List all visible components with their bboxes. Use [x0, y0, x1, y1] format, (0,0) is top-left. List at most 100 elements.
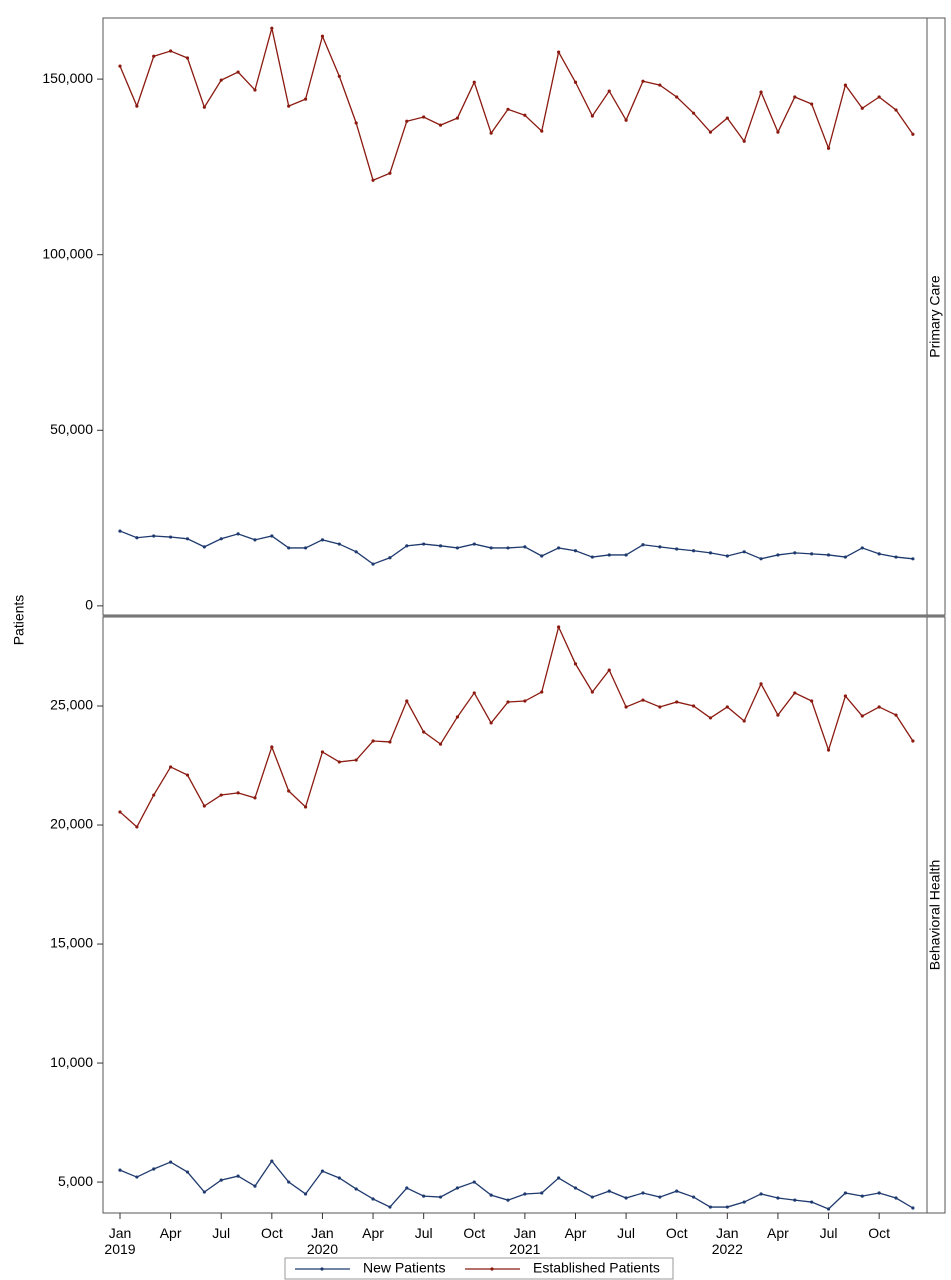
plot-frame: [102, 17, 928, 616]
data-point: [607, 1189, 611, 1193]
x-tick-label: Jan 2019: [80, 1225, 160, 1257]
data-point: [236, 791, 240, 795]
y-tick-label: 15,000: [50, 935, 93, 951]
data-point: [911, 739, 915, 743]
data-point: [911, 557, 915, 561]
y-tick-label: 25,000: [50, 697, 93, 713]
data-point: [354, 1187, 358, 1191]
data-point: [725, 554, 729, 558]
data-point: [759, 90, 763, 94]
data-point: [843, 1191, 848, 1195]
data-point: [135, 1175, 139, 1179]
data-point: [202, 804, 206, 808]
legend-label: Established Patients: [533, 1260, 660, 1276]
data-point: [708, 1205, 713, 1209]
data-point: [253, 796, 257, 800]
data-point: [438, 544, 443, 548]
data-point: [776, 1196, 780, 1200]
x-tick-label-text: Jan 2020: [306, 1225, 339, 1257]
data-point: [557, 1176, 561, 1180]
data-point: [877, 95, 881, 99]
x-tick-label-text: Oct: [463, 1225, 486, 1241]
x-tick-label-text: Oct: [665, 1225, 688, 1241]
data-point: [287, 546, 291, 550]
data-point: [759, 557, 763, 561]
data-point: [253, 538, 257, 542]
data-point: [388, 556, 392, 560]
data-point: [405, 544, 409, 548]
data-point: [573, 662, 578, 666]
data-point: [877, 705, 881, 709]
data-point: [860, 546, 864, 550]
data-point: [573, 1186, 578, 1190]
data-point: [169, 1160, 173, 1164]
data-point: [590, 555, 594, 559]
data-point: [624, 553, 628, 557]
data-point: [506, 700, 510, 704]
data-point: [118, 529, 122, 533]
data-point: [489, 131, 493, 135]
data-point: [557, 50, 561, 54]
data-point: [152, 534, 156, 538]
data-point: [135, 536, 139, 540]
data-point: [405, 1186, 409, 1190]
y-tick-label: 10,000: [50, 1054, 93, 1070]
data-point: [270, 26, 274, 30]
series-line: [119, 1160, 914, 1210]
data-point: [270, 534, 274, 538]
data-point: [320, 34, 325, 38]
data-point: [118, 810, 122, 814]
data-point: [236, 70, 240, 74]
data-point: [455, 1186, 459, 1190]
data-point: [675, 1189, 679, 1193]
data-point: [506, 1198, 510, 1202]
data-point: [691, 704, 696, 708]
data-point: [573, 80, 578, 84]
data-point: [354, 550, 358, 554]
data-point: [742, 719, 746, 723]
x-tick-label-text: Apr: [564, 1225, 587, 1241]
data-point: [253, 88, 257, 92]
y-tick-label: 5,000: [58, 1173, 93, 1189]
data-point: [169, 535, 173, 539]
x-tick-label: Apr: [333, 1225, 413, 1241]
data-point: [303, 97, 308, 101]
data-point: [641, 543, 645, 547]
data-point: [287, 104, 291, 108]
data-point: [607, 553, 611, 557]
data-point: [860, 1194, 864, 1198]
data-point: [624, 1196, 628, 1200]
data-point: [826, 553, 831, 557]
y-tick-label: 100,000: [42, 245, 93, 261]
data-point: [371, 1197, 375, 1201]
data-point: [675, 95, 679, 99]
data-point: [438, 742, 443, 746]
series-line: [119, 530, 913, 565]
data-point: [202, 1190, 206, 1194]
x-tick-label-text: Apr: [159, 1225, 182, 1241]
data-point: [540, 129, 544, 133]
data-point: [826, 748, 831, 752]
data-point: [455, 715, 459, 719]
data-point: [455, 116, 459, 120]
data-point: [725, 116, 729, 120]
data-point: [877, 552, 881, 556]
data-point: [658, 1195, 662, 1199]
data-point: [894, 1196, 898, 1200]
data-point: [472, 542, 476, 546]
data-point: [371, 562, 375, 566]
data-point: [708, 551, 713, 555]
data-point: [287, 1180, 291, 1184]
x-tick-label: Oct: [637, 1225, 717, 1241]
data-point: [169, 765, 173, 769]
x-tick-label: Jul: [181, 1225, 261, 1241]
data-point: [405, 699, 409, 703]
x-tick-label-text: Jan 2021: [509, 1225, 541, 1257]
x-tick-label-text: Jul: [414, 1225, 433, 1241]
y-tick-label: 150,000: [42, 70, 93, 86]
data-point: [438, 1195, 443, 1199]
data-point: [793, 95, 797, 99]
data-point: [185, 56, 190, 60]
y-tick-label: 50,000: [50, 421, 93, 437]
plot-frame: [102, 616, 928, 1214]
